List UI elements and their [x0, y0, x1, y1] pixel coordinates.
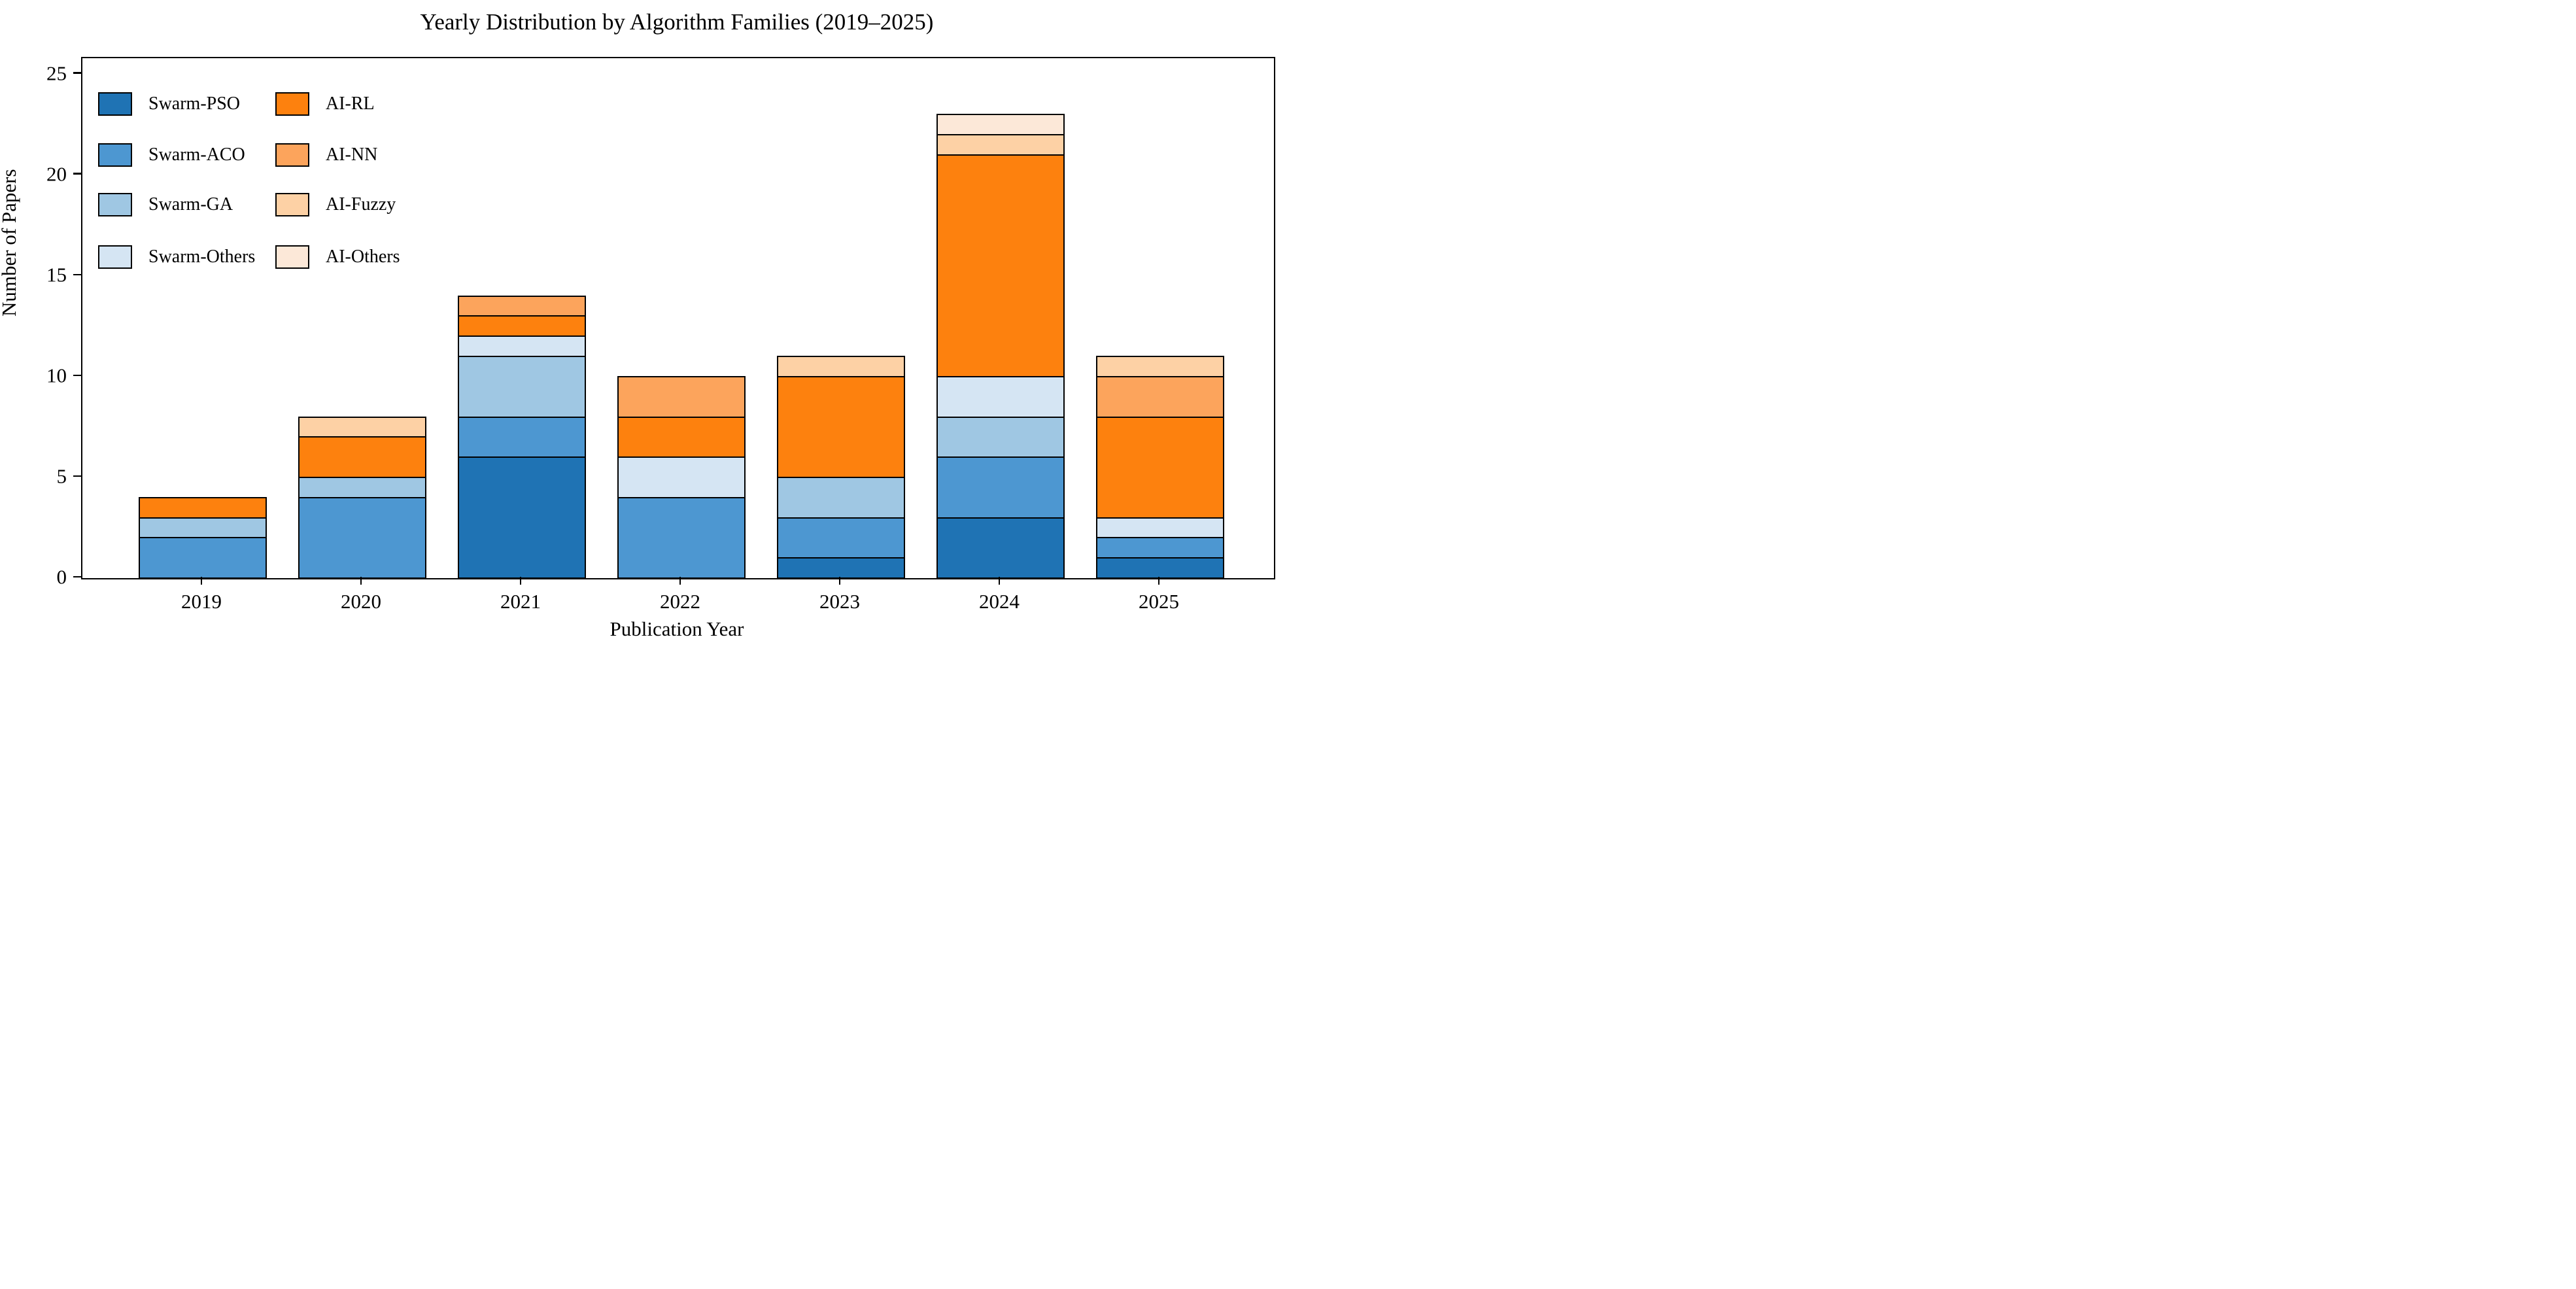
- legend-label-ai-nn: AI-NN: [326, 145, 378, 165]
- bar-2020-ai-fuzzy: [298, 416, 426, 438]
- legend-swatch-swarm-ga-icon: [98, 193, 132, 216]
- plot-area: Swarm-PSO Swarm-ACO Swarm-GA Swarm-Others AI…: [81, 57, 1275, 579]
- x-tick-mark-2020: [360, 577, 362, 585]
- bar-2019-ai-rl: [139, 496, 267, 519]
- legend-label-ai-others: AI-Others: [326, 247, 400, 267]
- x-tick-mark-2022: [679, 577, 681, 585]
- legend-swatch-swarm-aco-icon: [98, 143, 132, 167]
- legend-item-swarm-ga: Swarm-GA: [98, 192, 233, 218]
- x-tick-mark-2025: [1158, 577, 1160, 585]
- x-tick-label-2021: 2021: [500, 590, 541, 613]
- bar-2021-ai-nn: [458, 295, 586, 317]
- bar-2024-ai-others: [936, 114, 1065, 136]
- legend-item-swarm-aco: Swarm-ACO: [98, 142, 245, 168]
- y-tick-mark-25: [73, 72, 81, 74]
- legend-item-ai-fuzzy: AI-Fuzzy: [275, 192, 396, 218]
- y-tick-label-0: 0: [56, 565, 67, 589]
- bar-2025-swarm-pso: [1096, 557, 1224, 579]
- x-tick-label-2022: 2022: [660, 590, 700, 613]
- x-tick-mark-2019: [200, 577, 203, 585]
- legend-item-swarm-others: Swarm-Others: [98, 244, 255, 270]
- y-tick-mark-5: [73, 475, 81, 477]
- bar-2024-ai-rl: [936, 154, 1065, 377]
- x-tick-label-2024: 2024: [979, 590, 1020, 613]
- y-tick-mark-10: [73, 374, 81, 377]
- legend-swatch-ai-others-icon: [275, 245, 309, 269]
- y-tick-label-20: 20: [46, 162, 67, 186]
- bar-2023-ai-fuzzy: [777, 356, 905, 377]
- bar-2022-ai-nn: [617, 375, 746, 418]
- y-tick-label-5: 5: [56, 464, 67, 488]
- y-tick-mark-20: [73, 173, 81, 175]
- bar-2024-swarm-ga: [936, 416, 1065, 458]
- legend: Swarm-PSO Swarm-ACO Swarm-GA Swarm-Others AI…: [82, 58, 1274, 578]
- bar-2022-swarm-aco: [617, 496, 746, 579]
- legend-swatch-swarm-others-icon: [98, 245, 132, 269]
- x-tick-mark-2021: [519, 577, 522, 585]
- bar-2024-swarm-others: [936, 375, 1065, 418]
- y-axis-label: Number of Papers: [0, 169, 20, 317]
- bar-2019-swarm-ga: [139, 517, 267, 539]
- bar-2025-ai-fuzzy: [1096, 356, 1224, 377]
- x-tick-label-2020: 2020: [340, 590, 381, 613]
- legend-label-swarm-pso: Swarm-PSO: [148, 94, 241, 114]
- legend-label-swarm-others: Swarm-Others: [148, 247, 256, 267]
- bar-2023-ai-rl: [777, 375, 905, 478]
- bar-2023-swarm-ga: [777, 476, 905, 519]
- x-tick-label-2025: 2025: [1139, 590, 1180, 613]
- bars-layer: [82, 58, 1274, 579]
- x-tick-label-2019: 2019: [180, 590, 222, 613]
- legend-item-ai-others: AI-Others: [275, 244, 400, 270]
- y-tick-mark-0: [73, 576, 81, 578]
- y-tick-label-15: 15: [46, 263, 67, 286]
- bar-2024-swarm-pso: [936, 517, 1065, 579]
- legend-label-swarm-aco: Swarm-ACO: [148, 145, 245, 165]
- bar-2023-swarm-aco: [777, 517, 905, 559]
- legend-swatch-ai-fuzzy-icon: [275, 193, 309, 216]
- y-tick-mark-15: [73, 273, 81, 276]
- legend-swatch-swarm-pso-icon: [98, 92, 132, 116]
- bar-2020-swarm-aco: [298, 496, 426, 579]
- legend-swatch-ai-nn-icon: [275, 143, 309, 167]
- legend-label-ai-fuzzy: AI-Fuzzy: [326, 194, 396, 215]
- legend-item-ai-nn: AI-NN: [275, 142, 377, 168]
- figure: Yearly Distribution by Algorithm Familie…: [0, 0, 1288, 645]
- y-tick-label-25: 25: [46, 61, 67, 85]
- legend-label-ai-rl: AI-RL: [326, 94, 375, 114]
- chart-title: Yearly Distribution by Algorithm Familie…: [420, 9, 934, 35]
- x-tick-mark-2023: [838, 577, 841, 585]
- bar-2025-swarm-aco: [1096, 537, 1224, 559]
- legend-label-swarm-ga: Swarm-GA: [148, 194, 233, 215]
- x-axis-label: Publication Year: [610, 617, 744, 640]
- legend-swatch-ai-rl-icon: [275, 92, 309, 116]
- y-tick-label-10: 10: [46, 364, 67, 387]
- x-tick-label-2023: 2023: [819, 590, 860, 613]
- x-tick-mark-2024: [998, 577, 1001, 585]
- legend-item-ai-rl: AI-RL: [275, 91, 375, 117]
- legend-item-swarm-pso: Swarm-PSO: [98, 91, 240, 117]
